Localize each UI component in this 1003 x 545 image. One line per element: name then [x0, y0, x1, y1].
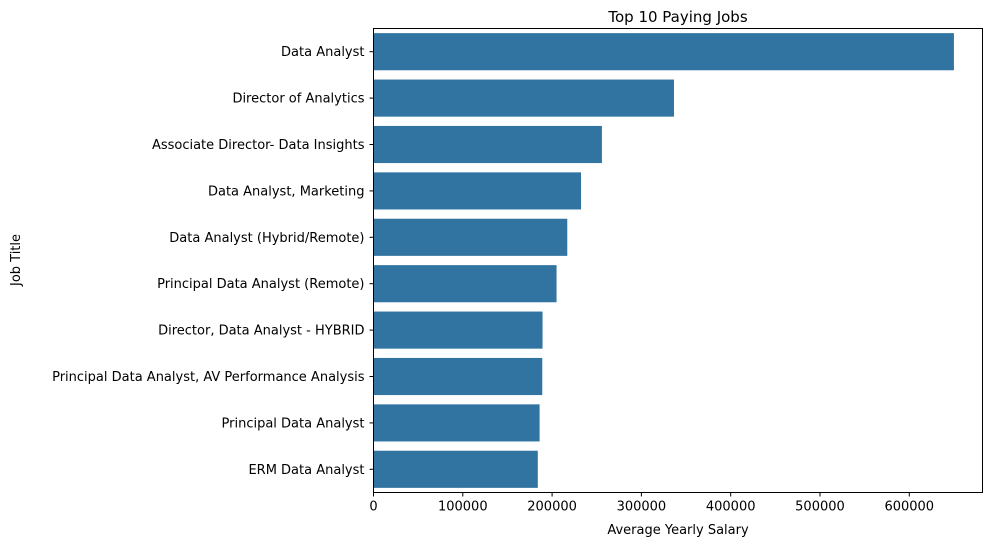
x-tick-label: 300000	[617, 500, 667, 515]
y-tick-label: Data Analyst, Marketing	[208, 184, 365, 199]
y-tick-label: Principal Data Analyst (Remote)	[157, 277, 364, 292]
x-tick-label: 0	[369, 500, 377, 515]
y-tick-label: ERM Data Analyst	[248, 463, 364, 478]
y-tick-label: Data Analyst (Hybrid/Remote)	[169, 231, 364, 246]
y-tick-label: Director of Analytics	[232, 92, 364, 107]
y-tick-label: Director, Data Analyst - HYBRID	[158, 324, 364, 339]
y-tick-label: Data Analyst	[281, 45, 364, 60]
bar	[373, 265, 557, 303]
x-axis-label: Average Yearly Salary	[607, 523, 749, 538]
x-tick-label: 500000	[795, 500, 845, 515]
x-tick-label: 200000	[527, 500, 577, 515]
y-tick-label: Associate Director- Data Insights	[152, 138, 365, 153]
bar	[373, 450, 538, 488]
x-tick-label: 400000	[706, 500, 756, 515]
y-tick-label: Principal Data Analyst, AV Performance A…	[52, 370, 365, 385]
y-axis-label: Job Title	[9, 234, 24, 287]
plot-frame	[373, 28, 983, 493]
chart-title: Top 10 Paying Jobs	[607, 8, 747, 26]
bar	[373, 311, 543, 349]
x-ticks: 0 100000 200000 300000 400000 500000 600000	[369, 492, 934, 515]
bar	[373, 79, 674, 117]
bar	[373, 33, 954, 71]
y-tick-label: Principal Data Analyst	[222, 416, 365, 431]
bar	[373, 357, 543, 396]
bar	[373, 218, 568, 256]
x-tick-label: 600000	[884, 500, 934, 515]
bars-group	[373, 33, 954, 488]
bar	[373, 125, 602, 164]
x-tick-label: 100000	[438, 500, 488, 515]
y-tick-labels: Data Analyst Director of Analytics Associa…	[52, 45, 374, 478]
bar	[373, 172, 582, 210]
bar	[373, 404, 540, 442]
